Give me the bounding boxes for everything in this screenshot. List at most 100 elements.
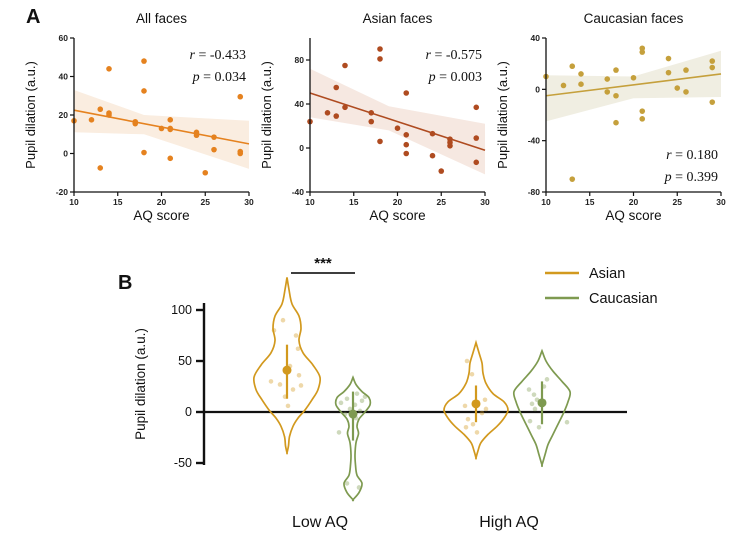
violin-point (483, 406, 489, 412)
mean-dot (282, 365, 292, 375)
data-point (377, 46, 383, 52)
data-point (403, 132, 410, 138)
group-label: High AQ (479, 514, 539, 531)
plot-title: Caucasian faces (584, 11, 684, 26)
data-point (674, 85, 681, 91)
x-axis-label: AQ score (133, 208, 189, 223)
violin-point (463, 425, 469, 430)
data-point (604, 76, 611, 82)
regression-line (309, 92, 486, 151)
data-point (438, 168, 445, 174)
violin-point (268, 379, 274, 384)
x-tick-label: 15 (349, 197, 359, 207)
data-point (473, 159, 480, 166)
violin-point (526, 387, 532, 392)
data-point (158, 125, 165, 132)
violin-point (298, 383, 304, 388)
data-point (211, 134, 217, 140)
scatter-caucasian-faces: -80 -40 0 40 10 15 20 25 30 Caucasian faces Pupil … (495, 11, 726, 223)
data-point (193, 132, 200, 139)
data-point (639, 116, 646, 122)
y-tick-label: 40 (531, 33, 541, 43)
violin-point (469, 371, 475, 377)
data-point (333, 84, 340, 91)
violin-point (536, 425, 542, 430)
panel-b: -50 0 50 100 Pupil dilation (a.u.) *** Asian Ca… (115, 253, 733, 543)
x-tick-label: 10 (541, 197, 551, 207)
data-point (377, 138, 383, 145)
data-point (368, 118, 375, 125)
violin-point (357, 408, 363, 414)
y-tick-label: 100 (171, 303, 192, 317)
violin-point (531, 392, 537, 397)
panel-a-label: A (26, 6, 41, 28)
data-point (569, 63, 576, 70)
stat-text: r = -0.433 (189, 48, 246, 63)
data-point (324, 110, 331, 116)
y-tick-label: 0 (185, 405, 192, 419)
violin-point (354, 391, 360, 396)
violin-outline-asian-0 (252, 277, 322, 455)
x-tick-label: 25 (437, 197, 447, 207)
data-point (569, 176, 576, 182)
y-tick-label: 0 (299, 143, 304, 153)
violin-point (479, 410, 485, 416)
violin-point (359, 398, 365, 404)
data-point (403, 150, 410, 157)
mean-dot (348, 409, 358, 419)
data-point (237, 93, 244, 100)
y-tick-label: -20 (56, 187, 69, 197)
x-tick-label: 30 (716, 197, 726, 207)
violin-point (271, 328, 277, 333)
stat-text: p = 0.034 (192, 70, 246, 85)
plot-title: Asian faces (363, 11, 433, 26)
data-point (578, 81, 584, 87)
data-point (211, 146, 217, 153)
violin-outline-asian-1 (443, 339, 509, 460)
y-tick-label: 40 (59, 72, 69, 82)
data-point (604, 89, 611, 95)
violin-point (336, 430, 342, 435)
x-tick-label: 20 (629, 197, 639, 207)
violin-point (356, 485, 362, 490)
data-point (429, 130, 436, 137)
stat-text: p = 0.003 (428, 70, 482, 85)
violin-point (544, 377, 550, 382)
y-axis-label: Pupil dilation (a.u.) (495, 61, 510, 169)
x-axis-label: AQ score (605, 208, 661, 223)
violin-point (532, 406, 538, 412)
data-point (132, 120, 139, 127)
plot-title: All faces (136, 11, 187, 26)
x-tick-label: 30 (244, 197, 254, 207)
y-tick-label: 80 (295, 55, 305, 65)
data-point (377, 56, 383, 62)
data-point (394, 125, 401, 131)
violin-point (462, 403, 468, 409)
x-tick-label: 10 (69, 197, 79, 207)
data-point (342, 62, 348, 69)
violin-point (295, 346, 301, 352)
violin-point (296, 372, 302, 378)
data-point (578, 71, 584, 77)
data-point (473, 104, 480, 111)
group-label: Low AQ (292, 514, 348, 531)
data-point (709, 99, 716, 105)
x-axis-label: AQ score (369, 208, 425, 223)
data-point (106, 66, 112, 72)
y-axis-label: Pupil dilation (a.u.) (133, 328, 148, 440)
data-point (639, 45, 646, 52)
data-point (106, 112, 112, 118)
violin-point (290, 387, 296, 392)
y-axis-label: Pupil dilation (a.u.) (259, 61, 274, 169)
data-point (368, 110, 375, 116)
violin-point (344, 481, 350, 486)
data-point (630, 74, 637, 81)
x-tick-label: 30 (480, 197, 490, 207)
stat-text: p = 0.399 (664, 170, 718, 185)
data-point (613, 92, 619, 99)
significance-stars: *** (314, 255, 332, 272)
violin-point (470, 421, 476, 427)
violin-point (342, 411, 348, 417)
y-tick-label: -40 (292, 187, 305, 197)
x-tick-label: 20 (157, 197, 167, 207)
